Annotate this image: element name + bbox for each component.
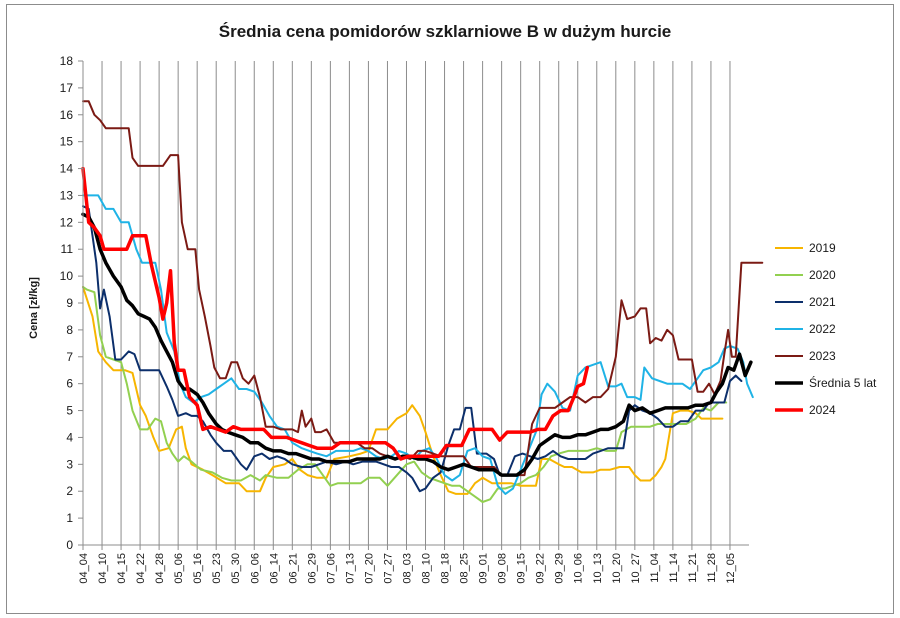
y-axis-label: Cena [zł/kg] — [28, 277, 40, 339]
x-tick-label: 11_28 — [706, 553, 718, 583]
x-tick-label: 07_13 — [344, 553, 356, 584]
line-chart: Średnia cena pomidorów szklarniowe B w d… — [28, 22, 877, 584]
y-tick-label: 2 — [66, 484, 73, 498]
x-tick-label: 06_06 — [249, 553, 261, 584]
x-tick-label: 10_13 — [592, 553, 604, 584]
series-line — [82, 285, 724, 495]
y-tick-label: 16 — [60, 108, 74, 122]
legend-label: 2023 — [809, 349, 836, 363]
y-tick-label: 17 — [60, 81, 74, 95]
series-line — [81, 166, 590, 461]
x-tick-label: 06_21 — [287, 553, 299, 584]
gridlines — [82, 61, 731, 545]
y-tick-label: 4 — [66, 430, 73, 444]
chart-frame: Średnia cena pomidorów szklarniowe B w d… — [6, 4, 894, 614]
legend-label: Średnia 5 lat — [809, 375, 877, 390]
y-tick-label: 10 — [60, 269, 74, 283]
y-tick-label: 0 — [66, 538, 73, 552]
x-tick-label: 08_03 — [401, 553, 413, 584]
x-tick-label: 08_25 — [459, 553, 471, 584]
y-tick-label: 8 — [66, 323, 73, 337]
x-tick-label: 05_06 — [173, 553, 185, 584]
x-tick-labels: 04_04 04_10 04_15 04_22 04_28 05_06 05_16 05_23… — [78, 553, 737, 584]
series-line — [82, 194, 754, 495]
y-tick-label: 5 — [66, 404, 73, 418]
x-tick-label: 09_01 — [478, 553, 490, 584]
y-tick-label: 6 — [66, 377, 73, 391]
series-line — [82, 100, 764, 477]
x-tick-label: 08_18 — [440, 553, 452, 584]
x-tick-label: 10_06 — [573, 553, 585, 584]
x-tick-label: 11_14 — [668, 553, 680, 583]
x-tick-label: 11_21 — [687, 553, 699, 583]
series-line — [82, 205, 743, 493]
x-tick-label: 10_27 — [630, 553, 642, 584]
x-tick-label: 12_05 — [725, 553, 737, 584]
x-tick-label: 09_15 — [516, 553, 528, 584]
y-tick-label: 14 — [60, 162, 74, 176]
legend-label: 2020 — [809, 268, 836, 282]
legend-label: 2019 — [809, 241, 836, 255]
y-tick-label: 12 — [60, 215, 74, 229]
y-tick-label: 7 — [66, 350, 73, 364]
y-tick-label: 3 — [66, 457, 73, 471]
chart-title: Średnia cena pomidorów szklarniowe B w d… — [219, 22, 672, 41]
x-tick-label: 07_06 — [325, 553, 337, 584]
legend-label: 2021 — [809, 295, 836, 309]
x-tick-label: 05_16 — [192, 553, 204, 584]
x-tick-label: 04_10 — [97, 553, 109, 584]
x-tick-label: 09_22 — [535, 553, 547, 584]
y-tick-label: 9 — [66, 296, 73, 310]
legend-label: 2024 — [809, 403, 836, 417]
x-tick-label: 07_27 — [382, 553, 394, 584]
x-tick-label: 07_20 — [363, 553, 375, 584]
x-tick-label: 06_14 — [268, 553, 280, 584]
x-tick-label: 09_29 — [554, 553, 566, 584]
legend: 2019 2020 2021 2022 2023 Średnia 5 lat 2024 — [775, 241, 877, 417]
y-tick-label: 13 — [60, 188, 74, 202]
x-tick-label: 10_20 — [611, 553, 623, 584]
x-tick-label: 05_30 — [230, 553, 242, 584]
y-tick-label: 1 — [66, 511, 73, 525]
y-tick-label: 11 — [61, 242, 74, 256]
x-tick-label: 04_22 — [135, 553, 147, 584]
x-tick-label: 08_10 — [421, 553, 433, 584]
x-tick-label: 04_15 — [116, 553, 128, 584]
x-tick-label: 06_29 — [306, 553, 318, 584]
y-tick-label: 18 — [60, 54, 74, 68]
axes — [78, 60, 749, 550]
x-tick-label: 04_04 — [78, 553, 90, 584]
x-tick-label: 04_28 — [154, 553, 166, 584]
x-tick-label: 05_23 — [211, 553, 223, 584]
series-lines — [81, 100, 764, 503]
x-tick-label: 11_04 — [649, 553, 661, 583]
y-tick-label: 15 — [60, 135, 74, 149]
x-tick-label: 09_08 — [497, 553, 509, 584]
legend-label: 2022 — [809, 322, 836, 336]
